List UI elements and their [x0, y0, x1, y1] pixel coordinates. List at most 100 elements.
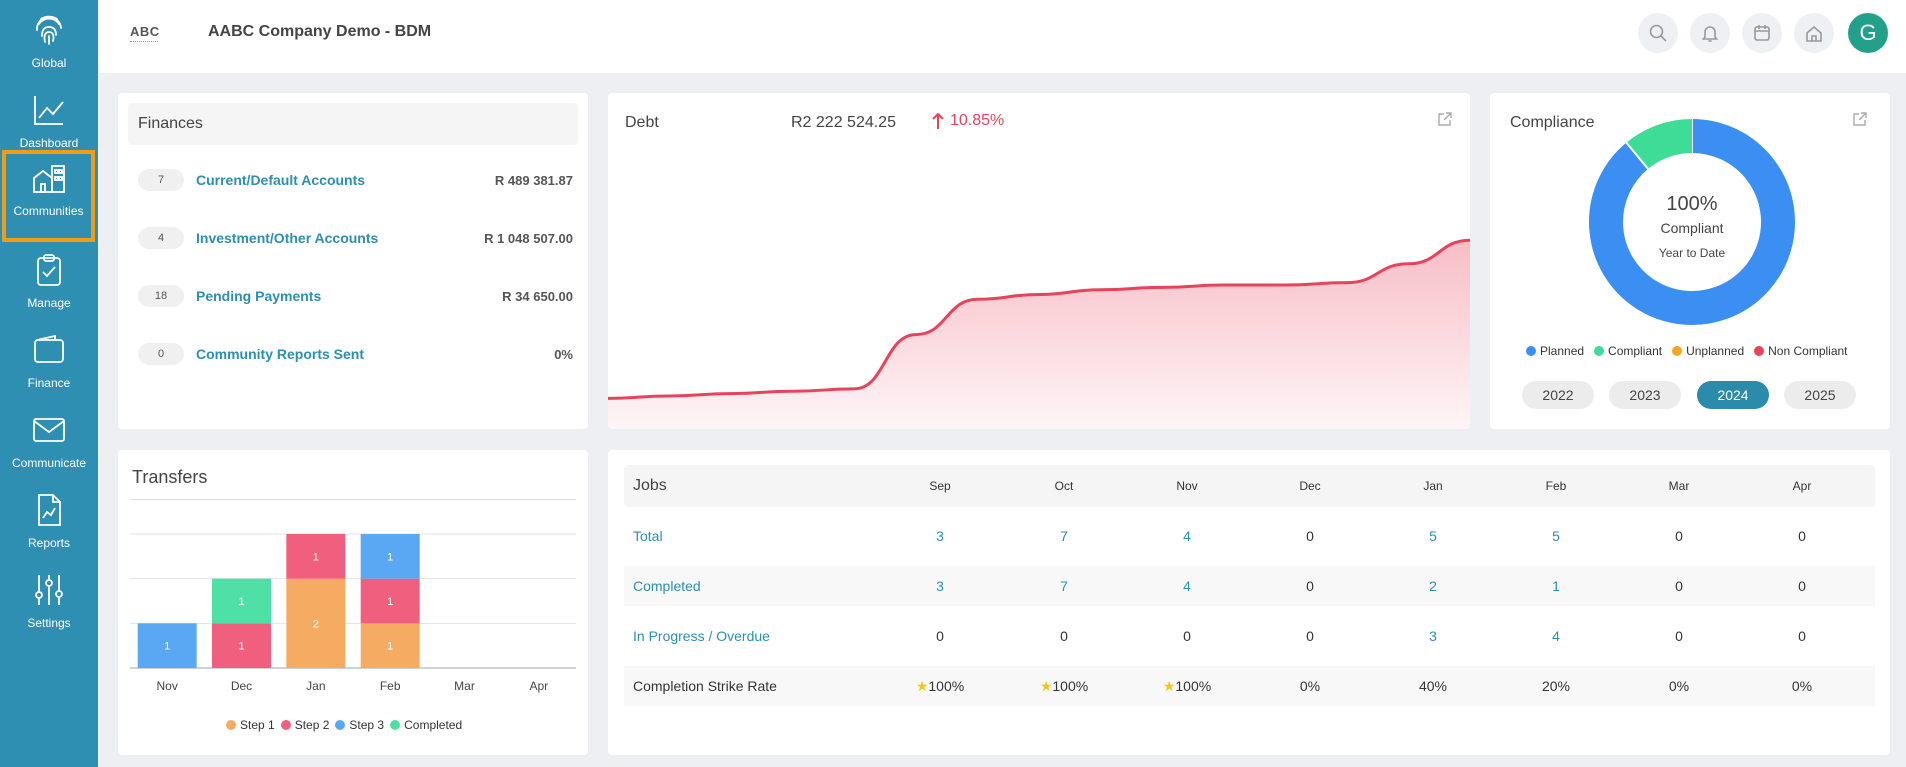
year-button-2022[interactable]: 2022 [1522, 381, 1594, 409]
jobs-cell[interactable]: 5 [1388, 516, 1478, 556]
jobs-cell[interactable]: 3 [895, 566, 985, 606]
debt-change: 10.85% [931, 112, 1004, 130]
jobs-row-label[interactable]: Total [633, 528, 663, 544]
jobs-cell[interactable]: 2 [1388, 566, 1478, 606]
sidebar-item-communicate[interactable]: Communicate [0, 402, 98, 482]
bar-value-label: 2 [313, 618, 319, 630]
sidebar-item-label: Global [31, 56, 67, 70]
jobs-cell: 0% [1265, 666, 1355, 706]
sidebar-item-label: Finance [27, 376, 71, 390]
calendar-icon [1754, 25, 1770, 41]
transfers-title: Transfers [132, 467, 208, 487]
transfers-chart: 1 Nov 1 1 Dec 2 1 Jan 1 1 1 Feb Mar Apr [130, 533, 576, 693]
bar-step-1-feb[interactable] [360, 623, 420, 668]
search-button[interactable] [1638, 13, 1678, 53]
jobs-cell[interactable]: 4 [1142, 516, 1232, 556]
legend-label: Step 2 [294, 718, 330, 732]
year-button-2024[interactable]: 2024 [1697, 381, 1769, 409]
finances-card: Finances 7 Current/Default Accounts R 48… [118, 93, 588, 429]
jobs-row-label[interactable]: In Progress / Overdue [633, 628, 770, 644]
jobs-cell-value: 40% [1418, 678, 1448, 694]
jobs-cell-value: 4 [1552, 628, 1560, 644]
bar-step-2-feb[interactable] [360, 578, 420, 624]
sidebar-item-label: Settings [27, 616, 71, 630]
legend-dot [1672, 346, 1683, 356]
community-reports-sent-link[interactable]: Community Reports Sent [196, 346, 365, 362]
jobs-cell: 0 [1634, 566, 1724, 606]
jobs-cell-value: 3 [1429, 628, 1437, 644]
legend-label: Step 1 [240, 718, 275, 732]
jobs-cell[interactable]: 3 [895, 516, 985, 556]
current-default-accounts-link[interactable]: Current/Default Accounts [196, 172, 366, 188]
jobs-cell-value: 7 [1060, 528, 1068, 544]
jobs-cell-value: 0 [1306, 528, 1314, 544]
pending-payments-link[interactable]: Pending Payments [196, 288, 322, 304]
legend-dot [1594, 346, 1605, 356]
jobs-cell-value: 0 [1675, 628, 1683, 644]
jobs-cell-value: 7 [1060, 578, 1068, 594]
calendar-button[interactable] [1742, 13, 1782, 53]
jobs-cell[interactable]: 7 [1019, 516, 1109, 556]
legend-label: Planned [1540, 344, 1585, 358]
home-button[interactable] [1794, 13, 1834, 53]
bar-step-2-jan[interactable] [286, 534, 346, 579]
sidebar-item-global[interactable]: Global [0, 2, 98, 82]
user-avatar[interactable]: G [1848, 13, 1888, 53]
jobs-cell: ★ 100% [1019, 666, 1109, 706]
bar-step-2-dec[interactable] [212, 623, 271, 668]
jobs-cell-value: 0% [1668, 678, 1690, 694]
page-title: AABC Company Demo - BDM [208, 23, 432, 40]
jobs-cell[interactable]: 4 [1511, 616, 1601, 656]
bar-completed-dec[interactable] [212, 578, 271, 624]
sidebar-item-label: Communicate [11, 456, 87, 470]
legend-item: Completed [390, 718, 462, 732]
sidebar-item-finance[interactable]: Finance [0, 322, 98, 402]
bar-step-3-feb[interactable] [360, 534, 420, 579]
jobs-cell: 0 [1757, 566, 1847, 606]
jobs-cell[interactable]: 7 [1019, 566, 1109, 606]
finance-row: 0 Community Reports Sent 0% [138, 343, 573, 365]
jobs-cell: 20% [1511, 666, 1601, 706]
external-link-icon[interactable] [1437, 111, 1453, 127]
donut-slice-planned[interactable] [1589, 119, 1795, 325]
year-button-2025[interactable]: 2025 [1784, 381, 1856, 409]
bar-value-label: 1 [238, 596, 244, 608]
jobs-cell-value: 3 [936, 578, 944, 594]
jobs-cell: 0 [1265, 616, 1355, 656]
year-button-2023[interactable]: 2023 [1609, 381, 1681, 409]
jobs-cell[interactable]: 5 [1511, 516, 1601, 556]
jobs-cell-value: 0 [1060, 628, 1068, 644]
sidebar-item-dashboard[interactable]: Dashboard [0, 82, 98, 162]
jobs-row-label: Completion Strike Rate [633, 678, 777, 694]
finance-value: R 1 048 507.00 [484, 230, 573, 246]
external-link-icon[interactable] [1852, 111, 1868, 127]
legend-dot [335, 720, 346, 730]
sidebar-item-reports[interactable]: Reports [0, 482, 98, 562]
legend-item: Planned [1526, 344, 1584, 358]
slice-separator [1625, 141, 1649, 170]
bar-value-label: 1 [387, 596, 393, 608]
donut-slice-compliant[interactable] [1626, 119, 1693, 170]
jobs-row-label[interactable]: Completed [633, 578, 701, 594]
company-logo: ABC [130, 24, 160, 42]
jobs-cell-value: 0 [1183, 628, 1191, 644]
buildings-icon [32, 165, 65, 193]
sidebar-item-settings[interactable]: Settings [0, 562, 98, 642]
jobs-cell[interactable]: 3 [1388, 616, 1478, 656]
legend-label: Step 3 [349, 718, 385, 732]
jobs-cell-value: 0 [1798, 528, 1806, 544]
jobs-cell[interactable]: 4 [1142, 566, 1232, 606]
sidebar-item-communities[interactable]: Communities [2, 150, 95, 242]
jobs-cell: 40% [1388, 666, 1478, 706]
bar-step-3-nov[interactable] [137, 623, 197, 668]
jobs-cell-value: 3 [936, 528, 944, 544]
bar-step-1-jan[interactable] [286, 578, 346, 668]
sidebar: Global Dashboard Communities Manage Fina… [0, 0, 98, 767]
investment-other-accounts-link[interactable]: Investment/Other Accounts [196, 230, 379, 246]
jobs-cell[interactable]: 1 [1511, 566, 1601, 606]
compliance-label: Compliant [1660, 220, 1724, 236]
sidebar-item-manage[interactable]: Manage [0, 242, 98, 322]
legend-item: Step 1 [226, 718, 275, 732]
notifications-button[interactable] [1690, 13, 1730, 53]
jobs-cell-value: 0 [1306, 628, 1314, 644]
